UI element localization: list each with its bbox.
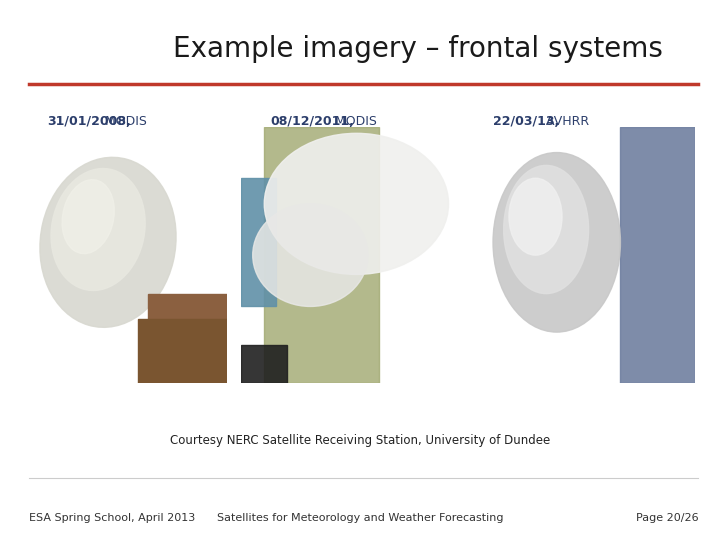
Ellipse shape bbox=[51, 168, 145, 291]
FancyBboxPatch shape bbox=[264, 127, 379, 383]
Ellipse shape bbox=[264, 133, 449, 274]
Text: Example imagery – frontal systems: Example imagery – frontal systems bbox=[173, 35, 662, 63]
Text: MODIS: MODIS bbox=[101, 115, 147, 128]
Text: AVHRR: AVHRR bbox=[542, 115, 589, 128]
Text: 22/03/13,: 22/03/13, bbox=[493, 115, 559, 128]
FancyBboxPatch shape bbox=[241, 345, 287, 383]
Ellipse shape bbox=[62, 180, 114, 254]
Ellipse shape bbox=[253, 204, 368, 307]
Text: Satellites for Meteorology and Weather Forecasting: Satellites for Meteorology and Weather F… bbox=[217, 514, 503, 523]
Ellipse shape bbox=[504, 165, 589, 294]
FancyBboxPatch shape bbox=[148, 294, 227, 383]
Ellipse shape bbox=[509, 178, 562, 255]
Text: 31/01/2008,: 31/01/2008, bbox=[47, 115, 130, 128]
Text: Courtesy NERC Satellite Receiving Station, University of Dundee: Courtesy NERC Satellite Receiving Statio… bbox=[170, 434, 550, 447]
Text: ESA Spring School, April 2013: ESA Spring School, April 2013 bbox=[29, 514, 195, 523]
FancyBboxPatch shape bbox=[241, 178, 276, 306]
FancyBboxPatch shape bbox=[138, 319, 227, 383]
Text: Page 20/26: Page 20/26 bbox=[636, 514, 698, 523]
Ellipse shape bbox=[493, 152, 621, 332]
Text: 08/12/2011,: 08/12/2011, bbox=[270, 115, 354, 128]
Ellipse shape bbox=[40, 157, 176, 327]
Text: MODIS: MODIS bbox=[331, 115, 377, 128]
FancyBboxPatch shape bbox=[621, 127, 695, 383]
